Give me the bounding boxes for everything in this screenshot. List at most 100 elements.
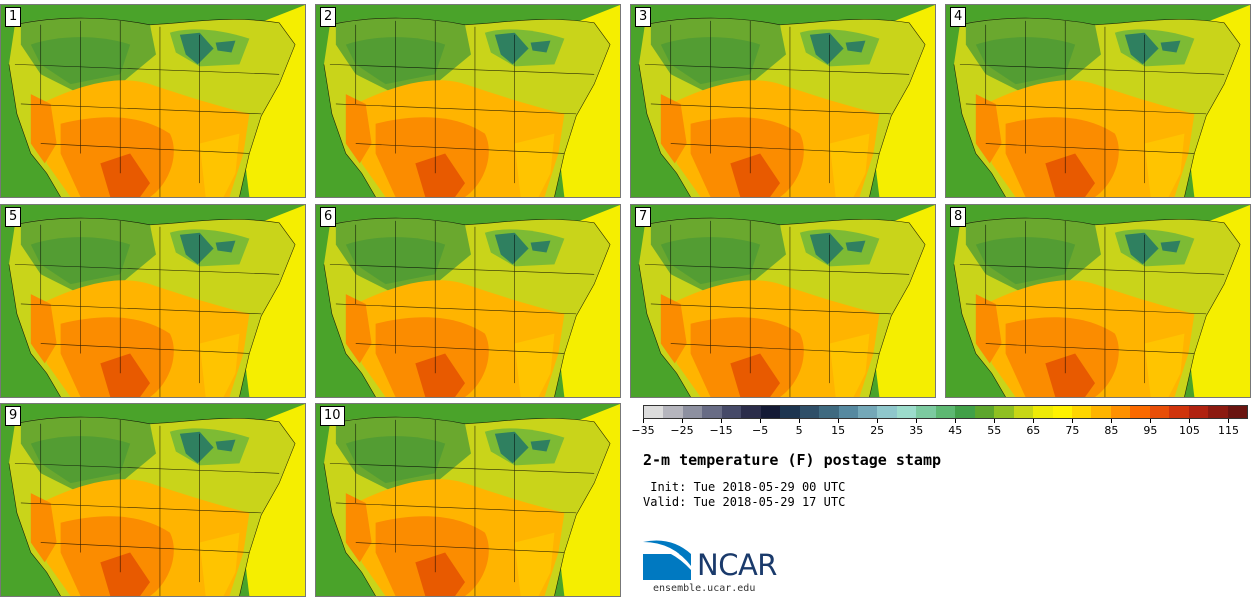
colorbar-cell bbox=[1033, 406, 1053, 418]
colorbar-tick bbox=[1228, 419, 1230, 423]
colorbar-cell bbox=[896, 406, 917, 418]
temperature-map bbox=[316, 404, 620, 596]
postage-stamp-panel: 6 bbox=[315, 204, 621, 398]
colorbar-tick-label: −35 bbox=[631, 424, 655, 437]
colorbar-cell bbox=[1188, 406, 1209, 418]
logo-url: ensemble.ucar.edu bbox=[653, 583, 756, 594]
colorbar-tick-label: −15 bbox=[709, 424, 733, 437]
postage-stamp-panel: 10 bbox=[315, 403, 621, 597]
colorbar-tick bbox=[877, 419, 879, 423]
postage-stamp-panel: 4 bbox=[945, 4, 1251, 198]
temperature-map bbox=[946, 5, 1250, 197]
panel-number-label: 1 bbox=[5, 7, 22, 27]
colorbar-tick-label: 55 bbox=[987, 424, 1002, 437]
colorbar-tick bbox=[955, 419, 957, 423]
colorbar-tick-label: 35 bbox=[909, 424, 924, 437]
temperature-map bbox=[1, 404, 305, 596]
panel-number-label: 7 bbox=[635, 207, 652, 227]
colorbar-tick-label: 15 bbox=[831, 424, 846, 437]
panel-number-label: 10 bbox=[320, 406, 345, 426]
panel-number-label: 8 bbox=[950, 207, 967, 227]
colorbar-cell bbox=[760, 406, 781, 418]
temperature-map bbox=[316, 205, 620, 397]
colorbar-cell bbox=[974, 406, 995, 418]
colorbar-cell bbox=[1052, 406, 1072, 418]
colorbar-tick bbox=[1189, 419, 1191, 423]
init-time: Init: Tue 2018-05-29 00 UTC bbox=[643, 480, 846, 494]
panel-number-label: 3 bbox=[635, 7, 652, 27]
panel-number-label: 2 bbox=[320, 7, 337, 27]
colorbar-cell bbox=[935, 406, 956, 418]
colorbar-cell bbox=[1208, 406, 1228, 418]
temperature-map bbox=[1, 205, 305, 397]
colorbar-tick bbox=[721, 419, 723, 423]
colorbar-cell bbox=[1149, 406, 1170, 418]
colorbar-tick bbox=[1150, 419, 1152, 423]
colorbar-tick bbox=[1072, 419, 1074, 423]
colorbar-cell bbox=[1169, 406, 1189, 418]
colorbar-tick bbox=[682, 419, 684, 423]
colorbar-cell bbox=[916, 406, 936, 418]
temperature-map bbox=[631, 205, 935, 397]
colorbar-tick-label: 45 bbox=[948, 424, 963, 437]
colorbar-tick-label: 115 bbox=[1217, 424, 1239, 437]
postage-stamp-panel: 3 bbox=[630, 4, 936, 198]
temperature-map bbox=[1, 5, 305, 197]
colorbar-cell bbox=[780, 406, 800, 418]
temperature-map bbox=[631, 5, 935, 197]
ncar-logo-icon bbox=[643, 540, 691, 580]
colorbar-cell bbox=[1130, 406, 1150, 418]
postage-stamp-panel: 8 bbox=[945, 204, 1251, 398]
colorbar-cell bbox=[702, 406, 722, 418]
temperature-map bbox=[946, 205, 1250, 397]
colorbar-cell bbox=[644, 406, 664, 418]
postage-stamp-panel: 9 bbox=[0, 403, 306, 597]
colorbar-tick-label: 95 bbox=[1143, 424, 1158, 437]
colorbar-tick-label: 85 bbox=[1104, 424, 1119, 437]
panel-number-label: 9 bbox=[5, 406, 22, 426]
colorbar-cell bbox=[1013, 406, 1034, 418]
colorbar-cell bbox=[1091, 406, 1111, 418]
postage-stamp-panel: 1 bbox=[0, 4, 306, 198]
colorbar-cell bbox=[799, 406, 820, 418]
colorbar: −35 −25 −15 −5 5 15 25 35 45 55 65 75 85 95 105 115 bbox=[631, 405, 1248, 445]
panel-number-label: 5 bbox=[5, 207, 22, 227]
plot-title: 2-m temperature (F) postage stamp bbox=[643, 451, 942, 469]
colorbar-cell bbox=[682, 406, 703, 418]
colorbar-tick bbox=[994, 419, 996, 423]
colorbar-cell bbox=[955, 406, 975, 418]
colorbar-cell bbox=[1227, 406, 1248, 418]
colorbar-tick bbox=[643, 419, 644, 423]
colorbar-tick-label: 25 bbox=[870, 424, 885, 437]
colorbar-tick-label: −5 bbox=[751, 424, 769, 437]
colorbar-tick bbox=[760, 419, 762, 423]
colorbar-cell bbox=[994, 406, 1014, 418]
postage-stamp-panel: 2 bbox=[315, 4, 621, 198]
colorbar-cell bbox=[721, 406, 742, 418]
colorbar-strip bbox=[643, 405, 1248, 419]
colorbar-cell bbox=[838, 406, 858, 418]
colorbar-tick bbox=[1111, 419, 1113, 423]
temperature-map bbox=[316, 5, 620, 197]
panel-number-label: 4 bbox=[950, 7, 967, 27]
panel-number-label: 6 bbox=[320, 207, 337, 227]
colorbar-cell bbox=[819, 406, 839, 418]
colorbar-cell bbox=[741, 406, 761, 418]
colorbar-tick bbox=[1033, 419, 1035, 423]
postage-stamp-panel: 7 bbox=[630, 204, 936, 398]
colorbar-cell bbox=[877, 406, 897, 418]
logo-wordmark: NCAR bbox=[697, 548, 777, 582]
colorbar-tick-label: 5 bbox=[795, 424, 803, 437]
postage-stamp-panel: 5 bbox=[0, 204, 306, 398]
colorbar-cell bbox=[1071, 406, 1092, 418]
colorbar-tick-label: −25 bbox=[670, 424, 694, 437]
colorbar-tick bbox=[799, 419, 801, 423]
colorbar-cell bbox=[1110, 406, 1131, 418]
colorbar-tick-label: 75 bbox=[1065, 424, 1080, 437]
colorbar-tick bbox=[838, 419, 840, 423]
colorbar-cell bbox=[663, 406, 683, 418]
colorbar-tick-label: 105 bbox=[1178, 424, 1200, 437]
colorbar-cell bbox=[857, 406, 878, 418]
colorbar-tick bbox=[916, 419, 918, 423]
colorbar-tick-label: 65 bbox=[1026, 424, 1041, 437]
